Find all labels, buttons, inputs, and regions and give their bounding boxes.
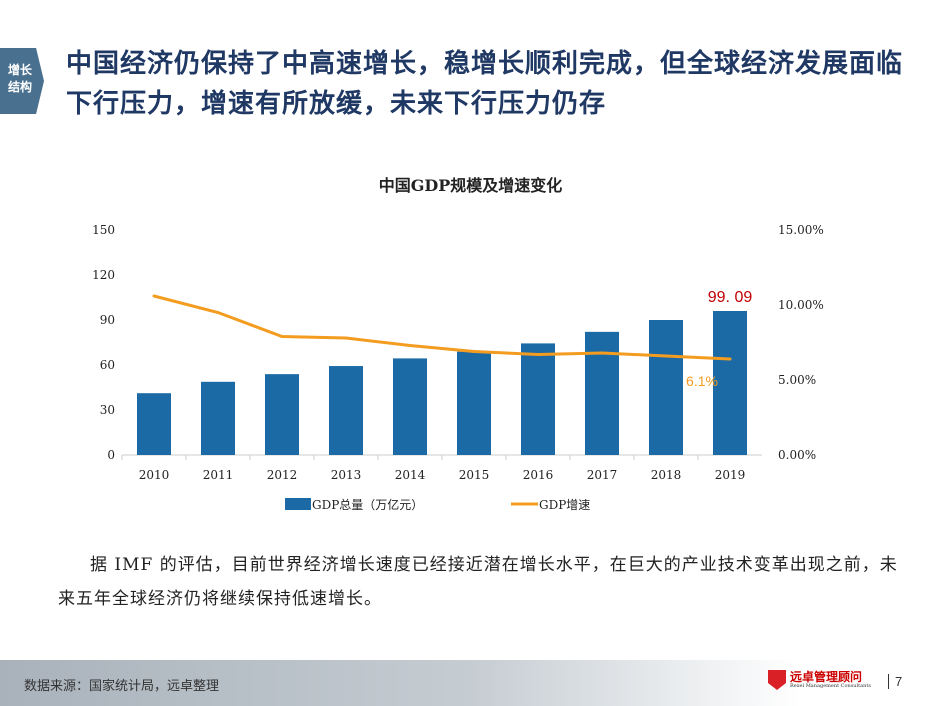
- bar-2019: [713, 311, 747, 455]
- bar-2015: [457, 351, 491, 455]
- source-note: 数据来源：国家统计局，远卓整理: [24, 679, 220, 694]
- bar-2014: [393, 358, 427, 455]
- y-tick-label: 30: [100, 403, 115, 417]
- x-tick-label: 2013: [331, 468, 362, 482]
- x-tick-label: 2015: [459, 468, 490, 482]
- x-tick-label: 2012: [267, 468, 298, 482]
- bar-2013: [329, 366, 363, 455]
- x-tick-label: 2019: [715, 468, 746, 482]
- y2-tick-label: 5.00%: [778, 373, 816, 387]
- logo-shield-icon: [768, 670, 786, 690]
- growth-point-2016: [536, 353, 540, 356]
- x-tick-label: 2011: [203, 468, 234, 482]
- x-tick-label: 2017: [587, 468, 618, 482]
- bar-2017: [585, 331, 619, 455]
- gdp-chart: 0 30 60 90 120 150 0.00% 5.00% 10.00% 15.00% 2010 2…: [92, 223, 824, 512]
- y-tick-label: 60: [100, 358, 115, 372]
- section-tag: 增长 结构: [0, 48, 44, 114]
- x-tick-label: 2010: [139, 468, 170, 482]
- tag-line-2: 结构: [8, 80, 33, 94]
- legend-bar-swatch: [285, 498, 311, 510]
- bar-data-label: 99. 09: [708, 289, 753, 306]
- bar-2016: [521, 343, 555, 455]
- tag-line-1: 增长: [8, 63, 33, 77]
- x-tick-label: 2018: [651, 468, 682, 482]
- company-logo: 远卓管理顾问 Rexel Management Consultants: [768, 670, 871, 690]
- growth-point-2014: [408, 344, 412, 347]
- growth-point-2010: [152, 294, 156, 298]
- body-paragraph: 据 IMF 的评估，目前世界经济增长速度已经接近潜在增长水平，在巨大的产业技术变…: [58, 555, 898, 609]
- growth-point-2019: [728, 357, 732, 361]
- y2-tick-label: 10.00%: [778, 298, 824, 312]
- chart-title: 中国GDP规模及增速变化: [378, 176, 563, 195]
- y-tick-label: 90: [100, 313, 115, 327]
- y2-tick-label: 0.00%: [778, 448, 816, 462]
- bar-2018: [649, 320, 683, 455]
- logo-subtitle: Rexel Management Consultants: [790, 683, 871, 689]
- page-number: 7: [888, 674, 902, 689]
- y-tick-label: 150: [92, 223, 115, 237]
- x-tick-label: 2014: [395, 468, 426, 482]
- bar-2010: [137, 393, 171, 455]
- growth-point-2012: [280, 335, 284, 338]
- legend-line-label: GDP增速: [539, 498, 590, 512]
- growth-point-2013: [344, 336, 348, 340]
- growth-point-2017: [600, 351, 604, 355]
- bar-2012: [265, 374, 299, 455]
- x-tick-label: 2016: [523, 468, 554, 482]
- growth-point-2011: [216, 311, 220, 314]
- slide-title: 中国经济仍保持了中高速增长，稳增长顺利完成，但全球经济发展面临下行压力，增速有所…: [66, 49, 904, 119]
- footer: 数据来源：国家统计局，远卓整理 远卓管理顾问 Rexel Management C…: [0, 660, 941, 706]
- growth-line: [153, 294, 731, 361]
- logo-name: 远卓管理顾问: [790, 670, 863, 684]
- y-tick-label: 120: [92, 268, 115, 282]
- bar-2011: [201, 381, 235, 455]
- growth-point-2018: [664, 354, 668, 358]
- y2-tick-label: 15.00%: [778, 223, 824, 237]
- growth-point-2015: [472, 350, 476, 353]
- y-tick-label: 0: [107, 448, 115, 462]
- line-data-label: 6.1%: [686, 373, 718, 389]
- legend-bar-label: GDP总量（万亿元）: [312, 497, 423, 512]
